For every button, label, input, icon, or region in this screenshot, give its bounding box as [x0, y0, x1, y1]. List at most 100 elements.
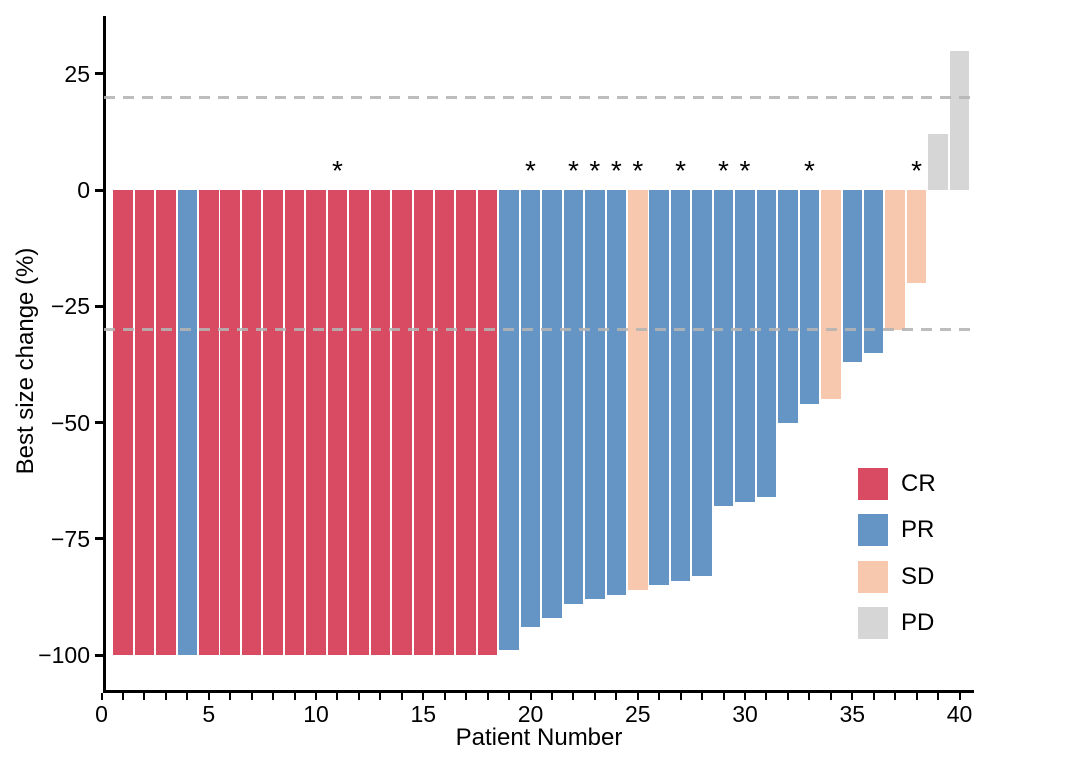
- x-tick-31: [765, 693, 768, 700]
- x-tick-14: [400, 693, 403, 700]
- x-tick-29: [722, 693, 725, 700]
- bar-patient-11: [327, 190, 348, 655]
- x-tick-label-40: 40: [946, 701, 973, 727]
- x-tick-35: [851, 693, 854, 700]
- x-tick-19: [508, 693, 511, 700]
- bar-patient-13: [370, 190, 391, 655]
- x-tick-label-5: 5: [202, 701, 216, 727]
- bar-patient-16: [434, 190, 455, 655]
- bar-patient-35: [842, 190, 862, 363]
- y-tick-label--50: −50: [50, 409, 90, 436]
- asterisk-marker-patient-22: *: [567, 155, 579, 186]
- y-tick-25: [95, 72, 103, 76]
- legend-label-pd: PD: [901, 609, 935, 636]
- legend-swatch-sd: [858, 561, 888, 593]
- y-tick-label--75: −75: [50, 525, 90, 552]
- bar-patient-34: [821, 190, 841, 400]
- x-tick-20: [529, 693, 532, 700]
- x-tick-label-35: 35: [839, 701, 866, 727]
- bar-patient-18: [477, 190, 498, 655]
- bar-patient-36: [863, 190, 884, 353]
- legend-label-sd: SD: [901, 563, 935, 590]
- x-tick-32: [786, 693, 789, 700]
- x-tick-36: [872, 693, 875, 700]
- x-tick-label-15: 15: [410, 701, 437, 727]
- x-tick-label-10: 10: [303, 701, 329, 727]
- asterisk-marker-patient-23: *: [589, 155, 601, 186]
- bar-patient-27: [670, 190, 691, 581]
- bar-patient-20: [520, 190, 541, 628]
- bar-patient-37: [885, 190, 905, 330]
- legend-label-cr: CR: [901, 470, 936, 497]
- x-tick-25: [636, 693, 639, 700]
- bar-patient-39: [928, 134, 948, 190]
- asterisk-marker-patient-11: *: [331, 155, 343, 186]
- y-tick-label--25: −25: [50, 293, 90, 320]
- x-tick-15: [422, 693, 425, 700]
- bar-patient-40: [949, 50, 970, 190]
- legend-swatch-pd: [858, 607, 888, 639]
- x-tick-30: [744, 693, 746, 700]
- bar-patient-12: [349, 190, 369, 655]
- dashed-threshold-line-upper-threshold: [104, 95, 975, 99]
- y-axis-title: Best size change (%): [12, 247, 39, 475]
- bar-patient-2: [134, 190, 155, 655]
- asterisk-marker-patient-30: *: [739, 155, 751, 186]
- bar-patient-24: [606, 190, 626, 595]
- x-tick-10: [315, 693, 317, 700]
- bar-patient-4: [177, 190, 198, 655]
- x-tick-7: [250, 693, 253, 700]
- y-tick-label-25: 25: [64, 60, 90, 87]
- x-tick-6: [229, 693, 232, 700]
- bar-patient-7: [241, 190, 262, 655]
- x-tick-1: [122, 693, 124, 700]
- x-tick-8: [272, 693, 275, 700]
- x-tick-33: [808, 693, 811, 700]
- legend-swatch-pr: [858, 514, 888, 546]
- bar-patient-1: [113, 190, 133, 655]
- asterisk-marker-patient-20: *: [525, 155, 536, 186]
- y-axis-line: [103, 16, 106, 693]
- x-tick-40: [958, 693, 961, 700]
- x-tick-4: [186, 693, 189, 700]
- bar-patient-25: [628, 190, 648, 590]
- x-axis-line: [103, 690, 974, 693]
- y-tick--75: [95, 537, 103, 541]
- x-axis-title: Patient Number: [455, 724, 623, 751]
- x-tick-28: [701, 693, 704, 700]
- x-tick-label-0: 0: [95, 701, 108, 727]
- x-tick-label-30: 30: [732, 701, 758, 727]
- x-tick-26: [658, 693, 661, 700]
- bar-patient-21: [542, 190, 562, 618]
- x-tick-24: [615, 693, 618, 700]
- x-tick-2: [143, 693, 146, 700]
- bar-patient-17: [456, 190, 476, 655]
- bar-patient-6: [220, 190, 240, 655]
- x-tick-22: [572, 693, 575, 700]
- bar-patient-28: [692, 190, 712, 576]
- bar-patient-32: [778, 190, 798, 423]
- x-tick-37: [894, 693, 897, 700]
- bar-patient-26: [649, 190, 669, 586]
- x-tick-16: [443, 693, 446, 700]
- bar-patient-23: [585, 190, 605, 600]
- legend-label-pr: PR: [901, 516, 935, 543]
- y-tick--100: [95, 653, 103, 657]
- x-tick-23: [593, 693, 596, 700]
- x-tick-9: [293, 693, 296, 700]
- bar-patient-14: [392, 190, 412, 655]
- bar-patient-30: [735, 190, 755, 502]
- x-tick-17: [465, 693, 468, 700]
- dashed-threshold-line-lower-threshold: [104, 328, 975, 331]
- bar-patient-38: [906, 190, 927, 283]
- asterisk-marker-patient-29: *: [718, 155, 729, 186]
- y-tick-label-0: 0: [77, 177, 90, 203]
- bar-patient-15: [413, 190, 433, 655]
- x-tick-3: [164, 693, 167, 700]
- bar-patient-22: [563, 190, 584, 604]
- x-tick-label-25: 25: [625, 701, 651, 727]
- bar-patient-3: [156, 190, 176, 655]
- asterisk-marker-patient-27: *: [675, 155, 687, 186]
- x-tick-38: [915, 693, 918, 700]
